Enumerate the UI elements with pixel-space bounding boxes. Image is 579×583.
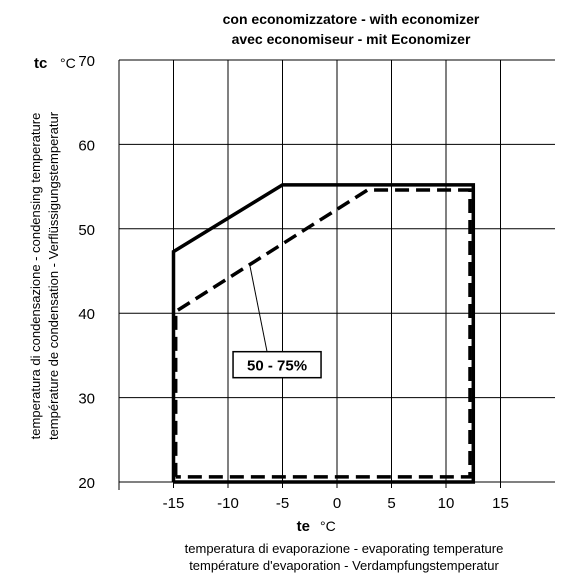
x-tick-labels: -15 -10 -5 0 5 10 15 — [163, 495, 509, 512]
y-tick-labels: 20 30 40 50 60 70 — [78, 53, 95, 492]
annotation: 50 - 75% — [232, 264, 322, 379]
y-tick-label: 50 — [78, 222, 95, 239]
x-tick-label: 10 — [438, 495, 455, 512]
y-axis-label-line1: temperatura di condensazione - condensin… — [28, 113, 43, 440]
x-tick-label: 0 — [333, 495, 341, 512]
y-axis-symbol: tc — [34, 55, 47, 72]
annotation-leader-line — [249, 264, 268, 352]
y-tick-label: 40 — [78, 306, 95, 323]
y-tick-label: 60 — [78, 137, 95, 154]
chart-title: con economizzatore - with economizer — [223, 11, 480, 27]
grid-lines — [118, 59, 555, 490]
y-tick-label: 20 — [78, 475, 95, 492]
x-axis-label-line2: température d'evaporation - Verdampfungs… — [189, 558, 499, 573]
y-axis-unit: °C — [60, 55, 76, 71]
y-tick-label: 70 — [78, 53, 95, 70]
x-tick-label: -15 — [163, 495, 185, 512]
x-tick-label: -10 — [217, 495, 239, 512]
solid-envelope-line — [171, 183, 476, 484]
envelope-series — [171, 183, 476, 484]
annotation-label: 50 - 75% — [247, 358, 307, 375]
x-tick-label: 5 — [387, 495, 395, 512]
y-tick-label: 30 — [78, 391, 95, 408]
x-axis-unit: °C — [320, 518, 336, 534]
dashed-envelope-line — [173, 188, 472, 479]
x-tick-label: -5 — [276, 495, 289, 512]
x-tick-label: 15 — [492, 495, 509, 512]
chart-subtitle: avec economiseur - mit Economizer — [232, 31, 471, 47]
x-axis-symbol: te — [297, 518, 310, 535]
x-axis-label-line1: temperatura di evaporazione - evaporatin… — [185, 541, 504, 556]
y-axis-label-line2: température de condensation - Verflüssig… — [46, 111, 61, 440]
annotation-box — [232, 350, 322, 379]
